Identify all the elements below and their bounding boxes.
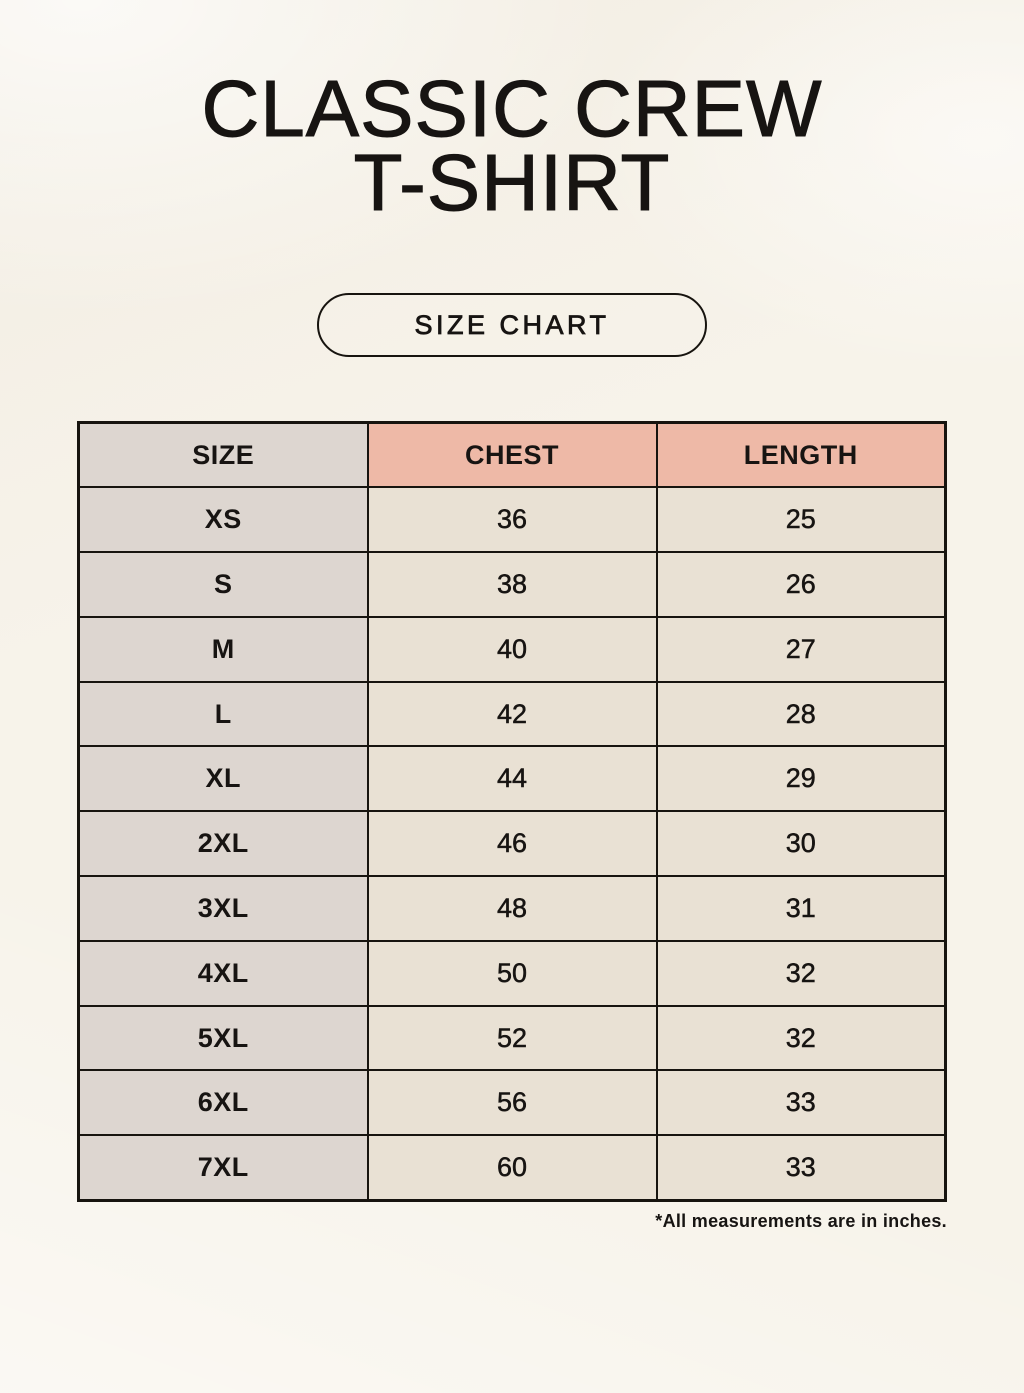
length-cell: 32 [655,1004,947,1072]
page-title-line1: CLASSIC CREW [201,64,823,153]
length-cell: 27 [655,615,947,683]
table-row: S 38 26 [77,551,947,618]
size-cell: XL [77,745,369,813]
size-cell: 7XL [77,1134,369,1202]
table-row: 4XL 50 32 [77,939,947,1007]
table-row: M 40 27 [77,615,947,683]
page-title-line2: T-SHIRT [353,138,671,227]
size-cell: 5XL [77,1004,369,1072]
header-row: SIZE CHEST LENGTH [77,421,947,489]
table-row: 2XL 46 30 [77,810,947,878]
chest-cell: 36 [366,486,658,554]
table-row: 6XL 56 33 [77,1069,947,1137]
table-row: 3XL 48 31 [77,875,947,942]
table-row: XL 44 29 [77,745,947,813]
size-cell: 4XL [77,939,369,1007]
length-cell: 29 [655,745,947,813]
size-cell: 3XL [77,875,369,942]
size-table: SIZE CHEST LENGTH XS 36 25 S 38 26 M 40 27 L 42 28 X… [77,421,947,1202]
length-cell: 31 [655,875,947,942]
column-header-size: SIZE [77,421,369,489]
length-cell: 30 [655,810,947,878]
table-row: L 42 28 [77,680,947,748]
chest-cell: 46 [366,810,658,878]
size-cell: M [77,615,369,683]
size-cell: L [77,680,369,748]
page-title: CLASSIC CREW T-SHIRT [0,64,1024,227]
table-row: 5XL 52 32 [77,1004,947,1072]
table-row: XS 36 25 [77,486,947,554]
chest-cell: 38 [366,551,658,618]
length-cell: 32 [655,939,947,1007]
chest-cell: 44 [366,745,658,813]
size-chart-button[interactable]: SIZE CHART [317,293,707,357]
length-cell: 26 [655,551,947,618]
chest-cell: 40 [366,615,658,683]
size-table-header: SIZE CHEST LENGTH [77,421,947,489]
measurements-footnote: *All measurements are in inches. [655,1210,947,1231]
size-table-body: XS 36 25 S 38 26 M 40 27 L 42 28 XL 44 29 2XL 46 30 3XL 48 3… [77,486,947,1202]
column-header-chest: CHEST [366,421,658,489]
size-chart-page: CLASSIC CREW T-SHIRT SIZE CHART SIZE CHE… [0,64,1024,1393]
size-chart-button-label: SIZE CHART [414,309,610,340]
size-cell: S [77,551,369,618]
column-header-length: LENGTH [655,421,947,489]
chest-cell: 48 [366,875,658,942]
length-cell: 33 [655,1134,947,1202]
length-cell: 25 [655,486,947,554]
size-cell: 2XL [77,810,369,878]
chest-cell: 60 [366,1134,658,1202]
chest-cell: 42 [366,680,658,748]
length-cell: 28 [655,680,947,748]
length-cell: 33 [655,1069,947,1137]
size-cell: XS [77,486,369,554]
chest-cell: 56 [366,1069,658,1137]
table-row: 7XL 60 33 [77,1134,947,1202]
chest-cell: 50 [366,939,658,1007]
size-cell: 6XL [77,1069,369,1137]
chest-cell: 52 [366,1004,658,1072]
